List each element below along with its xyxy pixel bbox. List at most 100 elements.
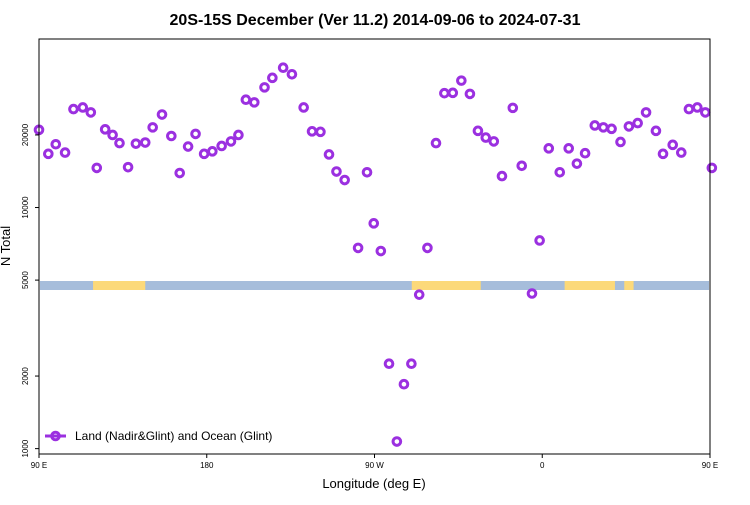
land-band-segment	[93, 281, 146, 290]
y-tick-label: 20000	[21, 123, 30, 146]
y-axis-title: N Total	[0, 226, 13, 266]
x-tick-label: 180	[200, 461, 214, 470]
data-point	[277, 62, 289, 74]
data-point	[700, 107, 711, 118]
data-point	[130, 138, 142, 149]
plot-frame	[38, 38, 711, 455]
data-point	[391, 436, 403, 447]
data-point	[667, 139, 679, 151]
data-points	[33, 62, 718, 447]
data-point	[675, 147, 687, 158]
data-point	[306, 126, 318, 137]
data-point	[623, 121, 635, 132]
data-point	[114, 137, 125, 149]
data-point	[240, 94, 252, 106]
x-tick-label: 0	[540, 461, 545, 470]
data-point	[706, 162, 718, 174]
data-point	[640, 107, 652, 118]
data-point	[534, 235, 545, 246]
land-band-segment	[624, 281, 634, 290]
data-point	[248, 97, 260, 108]
data-point	[406, 358, 417, 370]
legend-marker	[50, 430, 61, 442]
y-tick-label: 2000	[21, 367, 30, 385]
data-point	[190, 128, 201, 140]
legend: Land (Nadir&Glint) and Ocean (Glint)	[45, 429, 272, 443]
x-axis: 90 E 180 90 W 0 90 E	[31, 454, 718, 470]
data-point	[650, 125, 662, 137]
data-point	[147, 122, 158, 133]
data-point	[554, 166, 566, 178]
data-point	[632, 117, 643, 129]
y-axis: 1000 2000 5000 10000 20000	[21, 123, 39, 458]
data-point	[198, 148, 210, 160]
data-point	[352, 242, 364, 254]
data-point	[571, 158, 583, 169]
data-point	[422, 242, 433, 254]
data-point	[598, 122, 609, 133]
data-point	[692, 102, 703, 113]
data-point	[488, 136, 500, 147]
data-point	[122, 161, 134, 173]
data-point	[323, 149, 335, 160]
data-point	[50, 138, 62, 150]
x-tick-label: 90 E	[702, 461, 718, 470]
y-tick-label: 10000	[21, 196, 30, 219]
data-point	[298, 102, 309, 113]
data-point	[589, 120, 601, 131]
data-point	[579, 147, 591, 159]
data-point	[430, 137, 442, 149]
data-point	[526, 288, 538, 299]
data-point	[447, 87, 459, 99]
data-point	[361, 166, 373, 178]
data-point	[496, 170, 508, 182]
data-point	[267, 72, 278, 84]
data-point	[368, 218, 380, 229]
data-point	[615, 136, 626, 148]
data-point	[43, 148, 54, 160]
data-point	[59, 147, 71, 158]
data-point	[286, 68, 298, 80]
data-point	[606, 123, 617, 135]
data-point	[383, 358, 395, 370]
data-point	[413, 289, 425, 300]
data-point	[77, 102, 89, 113]
data-point	[516, 160, 528, 172]
data-point	[166, 130, 177, 142]
data-point	[339, 174, 350, 186]
data-point	[182, 141, 194, 152]
data-point	[315, 126, 326, 138]
data-point	[331, 166, 342, 177]
data-point	[480, 132, 492, 143]
data-point	[439, 87, 450, 99]
data-point	[225, 136, 237, 147]
data-point	[99, 124, 111, 135]
data-point	[259, 82, 270, 93]
data-point	[207, 146, 218, 157]
data-point	[139, 137, 151, 148]
data-point	[464, 88, 476, 100]
data-point	[68, 103, 79, 115]
data-point	[563, 143, 575, 154]
legend-label: Land (Nadir&Glint) and Ocean (Glint)	[75, 429, 272, 443]
data-point	[657, 148, 669, 160]
data-point	[456, 75, 467, 86]
data-point	[683, 103, 695, 115]
data-point	[233, 129, 244, 141]
x-axis-title: Longitude (deg E)	[322, 476, 425, 491]
data-point	[507, 102, 519, 114]
data-point	[543, 143, 555, 154]
data-point	[85, 107, 97, 118]
data-point	[91, 162, 103, 174]
land-band-segment	[411, 281, 481, 290]
data-point	[375, 245, 387, 257]
y-tick-label: 1000	[21, 439, 30, 457]
data-point	[174, 167, 186, 179]
data-point	[107, 129, 118, 141]
x-tick-label: 90 W	[365, 461, 384, 470]
data-point	[216, 140, 227, 152]
chart-title: 20S-15S December (Ver 11.2) 2014-09-06 t…	[170, 12, 581, 29]
data-point	[156, 109, 168, 120]
